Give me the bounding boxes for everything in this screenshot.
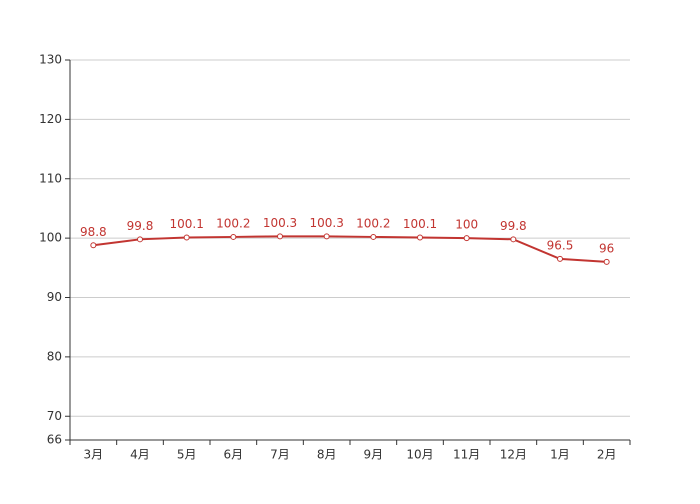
point — [510, 236, 517, 243]
point — [463, 235, 470, 242]
x-tick-label: 12月 — [500, 448, 527, 462]
point — [90, 242, 97, 249]
point — [323, 233, 330, 240]
data-label: 100.3 — [263, 216, 297, 230]
x-tick-label: 5月 — [177, 448, 197, 462]
point — [417, 234, 423, 241]
data-label: 100 — [455, 218, 478, 232]
x-tick-label: 1月 — [550, 448, 570, 462]
data-label: 100.1 — [403, 217, 437, 231]
point — [137, 236, 143, 243]
x-tick-label: 2月 — [597, 448, 617, 462]
point — [370, 233, 377, 240]
x-tick-label: 11月 — [453, 448, 480, 462]
data-label: 96.5 — [547, 238, 574, 252]
x-tick-label: 8月 — [317, 448, 337, 462]
x-tick-label: 6月 — [224, 448, 244, 462]
point — [277, 233, 283, 240]
y-tick-label: 66 — [47, 433, 62, 447]
point — [183, 234, 190, 241]
x-tick-label: 3月 — [84, 448, 104, 462]
point — [557, 255, 563, 262]
data-label: 100.2 — [216, 216, 250, 230]
data-label: 98.8 — [80, 225, 107, 239]
data-label: 99.8 — [500, 219, 527, 233]
line — [93, 235, 607, 263]
y-tick-label: 80 — [47, 349, 62, 363]
point — [230, 233, 237, 240]
x-tick-label: 10月 — [406, 448, 433, 462]
data-label: 100.3 — [309, 216, 343, 230]
y-tick-label: 120 — [39, 112, 62, 126]
y-tick-label: 90 — [47, 290, 62, 304]
x-tick-label: 9月 — [364, 448, 384, 462]
y-tick-label: 100 — [39, 231, 62, 245]
data-label: 99.8 — [127, 219, 154, 233]
data-label: 100.1 — [169, 217, 203, 231]
x-tick-label: 4月 — [130, 448, 150, 462]
y-tick-label: 70 — [47, 409, 62, 423]
y-tick-label: 110 — [39, 171, 62, 185]
data-label: 96 — [599, 241, 614, 255]
data-label: 100.2 — [356, 216, 390, 230]
point — [603, 258, 610, 265]
x-tick-label: 7月 — [270, 448, 290, 462]
y-tick-label: 130 — [39, 53, 62, 67]
